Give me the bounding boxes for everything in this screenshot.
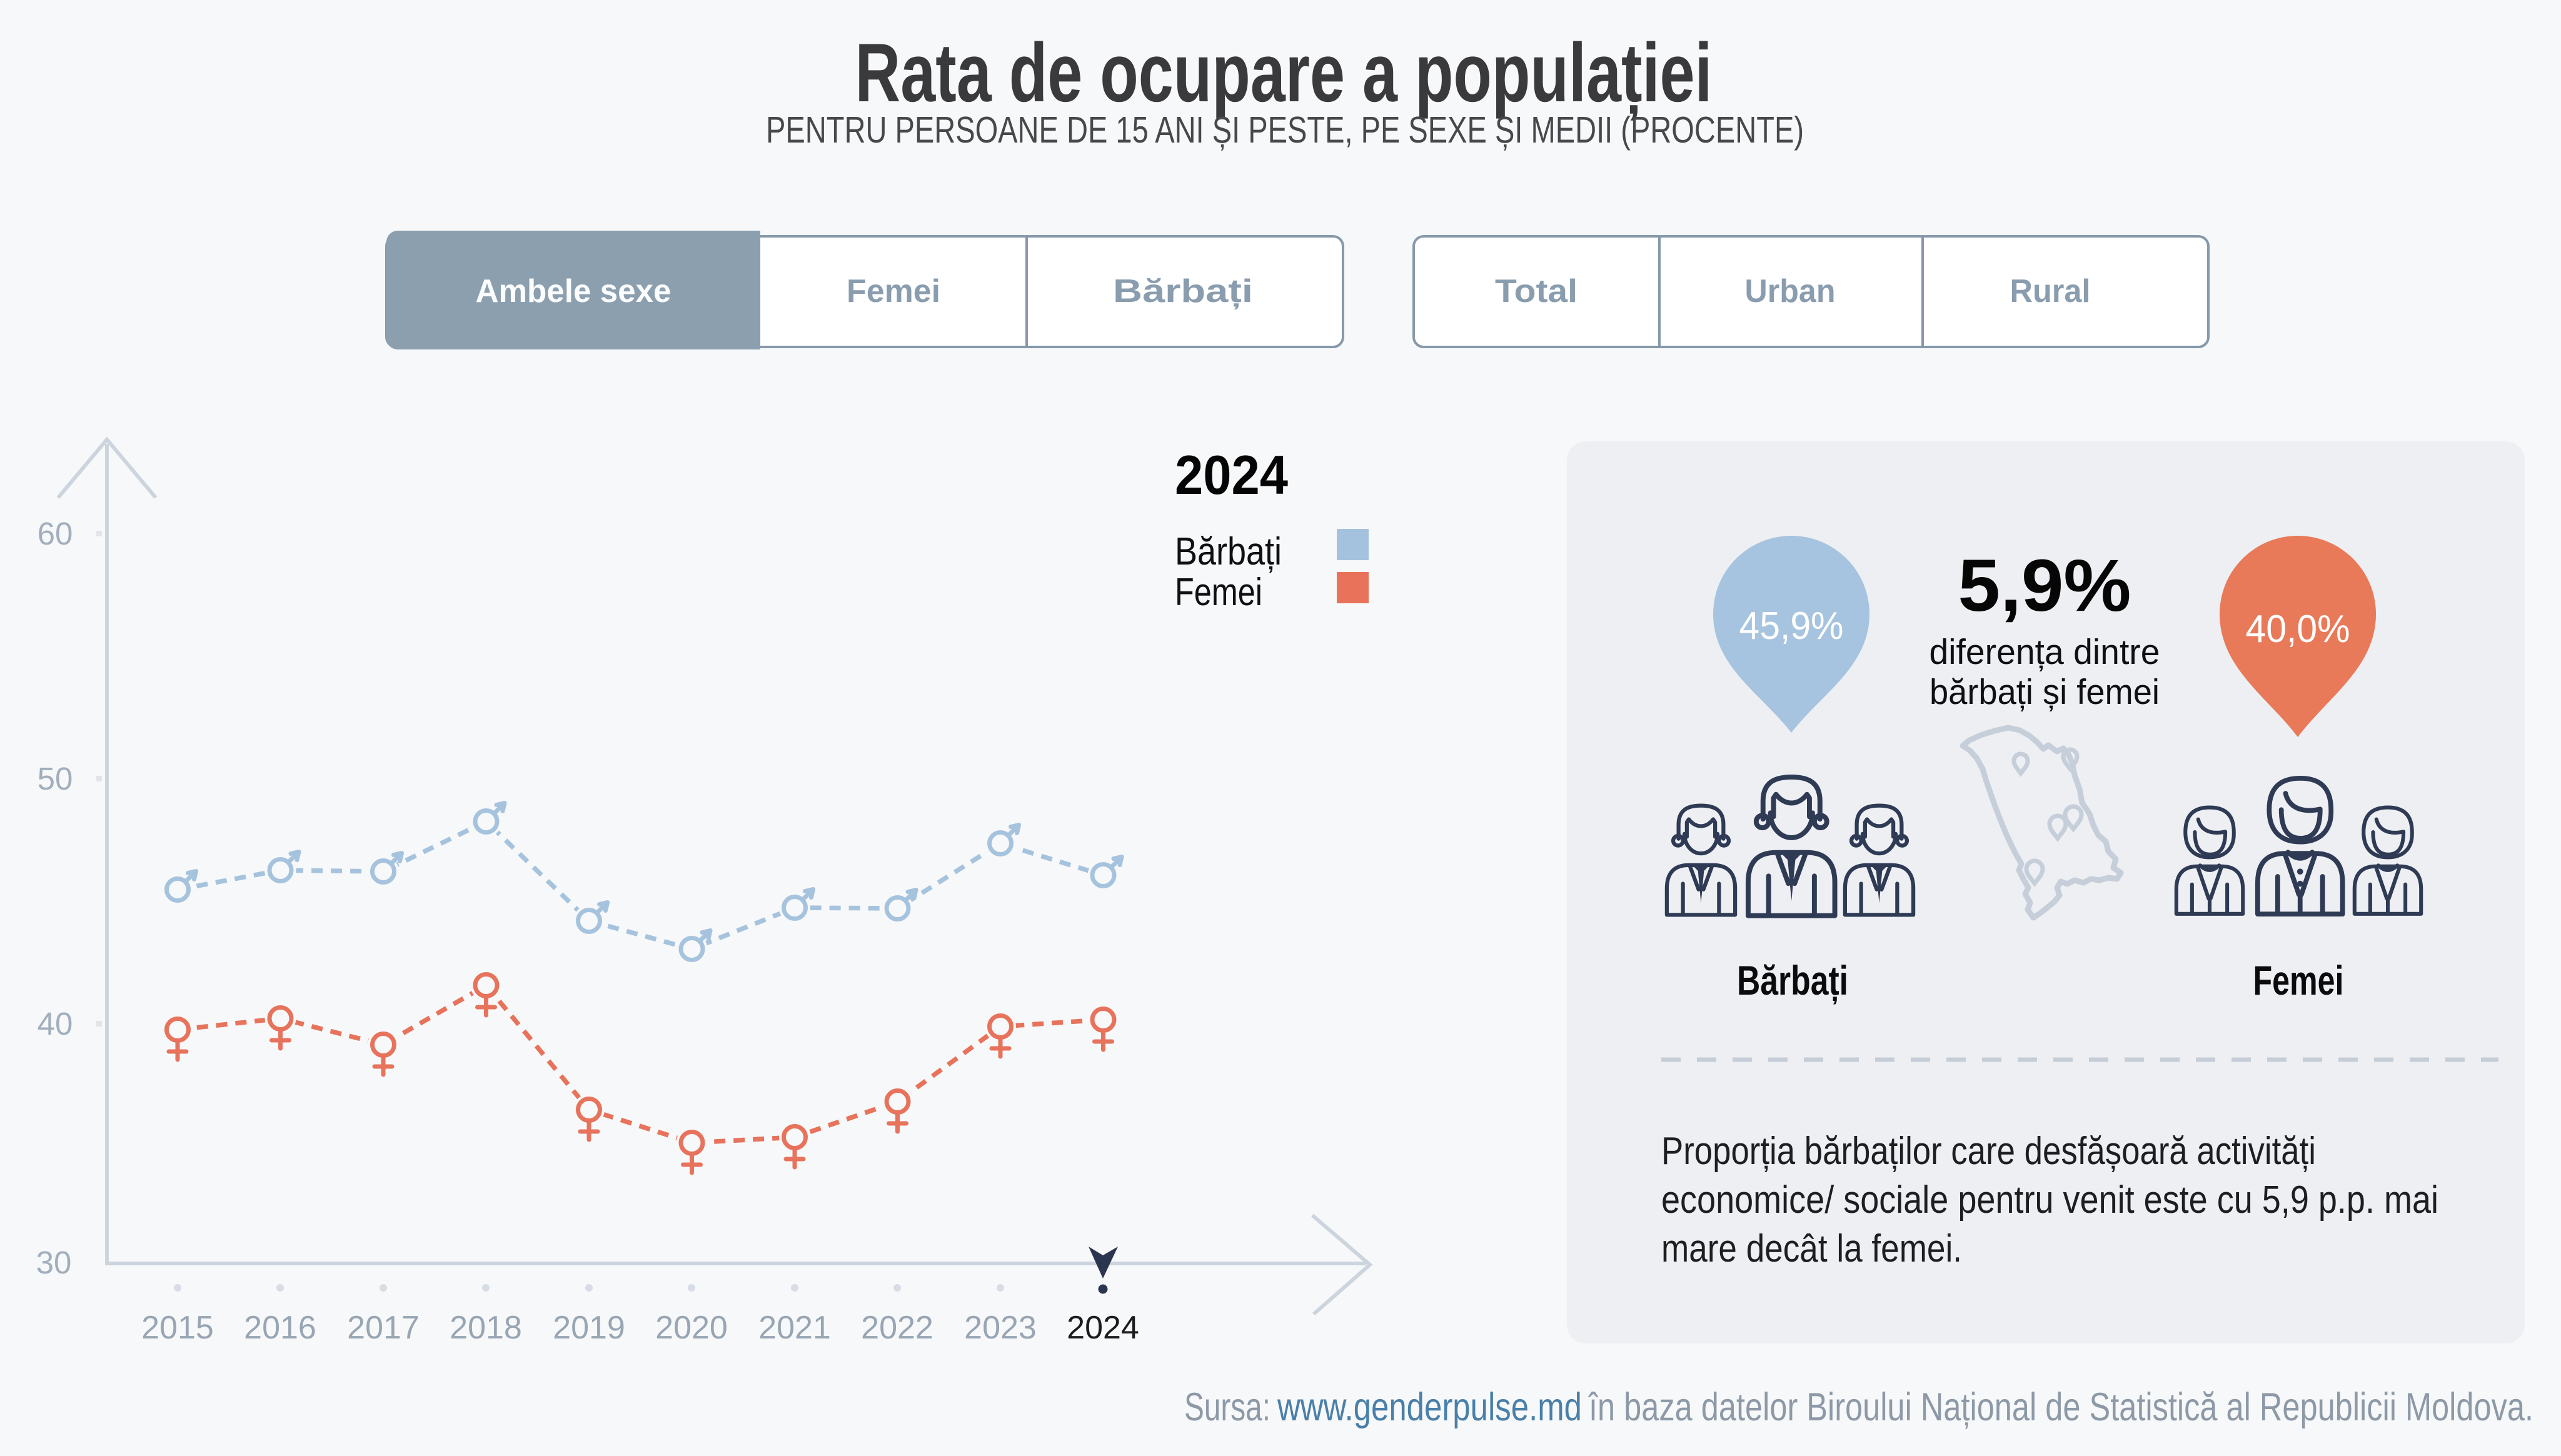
svg-text:Femei: Femei [1175,571,1262,614]
svg-text:PENTRU PERSOANE DE 15 ANI ȘI P: PENTRU PERSOANE DE 15 ANI ȘI PESTE, PE S… [766,109,1804,151]
svg-text:40: 40 [38,1006,73,1042]
svg-text:Bărbați: Bărbați [1737,957,1848,1005]
svg-text:40,0%: 40,0% [2246,608,2350,651]
svg-text:în baza datelor Biroului Națio: în baza datelor Biroului Național de Sta… [1587,1385,2533,1429]
svg-text:2018: 2018 [450,1310,522,1346]
svg-text:2024: 2024 [1175,444,1288,506]
svg-text:50: 50 [38,761,73,796]
svg-text:Bărbați: Bărbați [1175,530,1282,573]
svg-text:60: 60 [38,516,73,551]
svg-text:2022: 2022 [861,1310,933,1346]
svg-text:Rata de ocupare a populației: Rata de ocupare a populației [855,27,1713,121]
svg-text:2020: 2020 [655,1310,728,1346]
svg-text:www.genderpulse.md: www.genderpulse.md [1277,1385,1582,1429]
svg-text:Rural: Rural [2010,273,2091,309]
svg-text:Bărbați: Bărbați [1113,273,1253,309]
svg-text:Ambele sexe: Ambele sexe [476,273,672,309]
svg-text:2015: 2015 [141,1310,214,1346]
svg-text:2016: 2016 [244,1310,316,1346]
svg-text:2021: 2021 [758,1310,831,1346]
svg-text:30: 30 [36,1245,72,1280]
svg-text:Femei: Femei [847,273,940,309]
svg-text:2024: 2024 [1067,1310,1139,1346]
svg-text:diferența dintre: diferența dintre [1930,632,2160,672]
svg-text:Urban: Urban [1745,273,1836,309]
svg-text:Femei: Femei [2253,957,2344,1003]
svg-text:Proporția bărbaților care desf: Proporția bărbaților care desfășoară act… [1661,1130,2316,1173]
svg-text:45,9%: 45,9% [1739,605,1844,648]
svg-text:5,9%: 5,9% [1958,545,2131,627]
svg-text:Sursa:: Sursa: [1184,1385,1270,1429]
svg-text:economice/ sociale pentru veni: economice/ sociale pentru venit este cu … [1661,1178,2438,1222]
svg-text:2023: 2023 [964,1310,1037,1346]
svg-text:mare decât la femei.: mare decât la femei. [1661,1227,1962,1270]
svg-text:bărbați și femei: bărbați și femei [1930,672,2160,712]
svg-text:Total: Total [1495,273,1577,309]
svg-text:2017: 2017 [347,1310,420,1346]
svg-text:2019: 2019 [553,1310,625,1346]
